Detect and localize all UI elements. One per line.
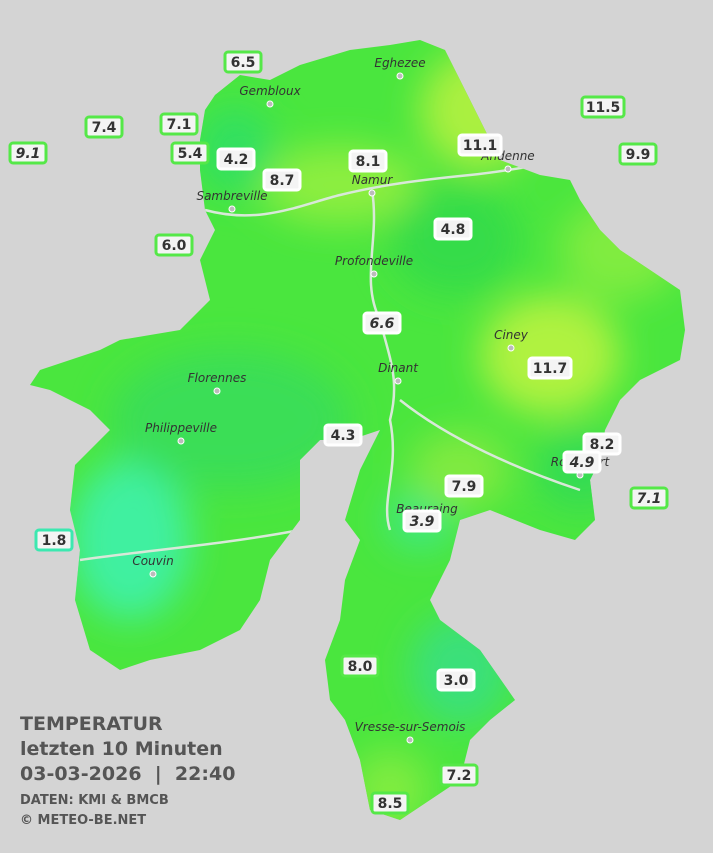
town-dot (406, 736, 414, 744)
station-box (402, 509, 442, 533)
station-box (154, 233, 194, 257)
town-dot (213, 387, 221, 395)
town-dot (370, 270, 378, 278)
datetime: 03-03-2026 | 22:40 (20, 763, 235, 785)
town-label: Vresse-sur-Semois (355, 720, 466, 734)
station-box (439, 763, 479, 787)
subtitle: letzten 10 Minuten (20, 738, 223, 760)
station-value: 11.7 (533, 361, 568, 377)
town-dot (507, 344, 515, 352)
station-value: 7.1 (637, 491, 662, 507)
station-box (340, 654, 380, 678)
station-value: 4.8 (441, 222, 466, 238)
station-value: 4.3 (331, 428, 356, 444)
town-dot (368, 189, 376, 197)
town-dot (266, 100, 274, 108)
station-box (629, 486, 669, 510)
station-value: 6.5 (231, 55, 256, 71)
station-box (362, 311, 402, 335)
station-box (34, 528, 74, 552)
station-value: 7.4 (92, 120, 117, 136)
town-label: Namur (352, 173, 394, 187)
town-label: Couvin (132, 554, 173, 568)
town-label: Eghezee (374, 56, 425, 70)
station-value: 11.1 (463, 138, 498, 154)
town-label: Gembloux (239, 84, 301, 98)
station-value: 6.6 (370, 316, 395, 332)
town-label: Profondeville (335, 254, 413, 268)
town-label: Florennes (188, 371, 247, 385)
town-dot (394, 377, 402, 385)
town-dot (228, 205, 236, 213)
station-box (444, 474, 484, 498)
station-box (84, 115, 124, 139)
station-value: 7.2 (447, 768, 472, 784)
station-value: 9.1 (16, 146, 41, 162)
station-value: 7.9 (452, 479, 477, 495)
station-box (433, 217, 473, 241)
station-box (527, 356, 573, 380)
town-label: Ciney (494, 328, 529, 342)
station-value: 7.1 (167, 117, 192, 133)
station-box (223, 50, 263, 74)
station-value: 1.8 (42, 533, 67, 549)
station-value: 9.9 (626, 147, 651, 163)
town-label: Sambreville (196, 189, 267, 203)
station-value: 3.9 (410, 514, 435, 530)
town-dot (149, 570, 157, 578)
station-value: 8.0 (348, 659, 373, 675)
station-box (562, 450, 602, 474)
station-box (8, 141, 48, 165)
station-box (262, 168, 302, 192)
town-dot (177, 437, 185, 445)
station-box (370, 791, 410, 815)
station-value: 4.9 (569, 455, 595, 471)
station-box (159, 112, 199, 136)
station-box (582, 432, 622, 456)
station-value: 8.2 (590, 437, 615, 453)
source: DATEN: KMI & BMCB (20, 793, 169, 808)
town-dot (504, 165, 512, 173)
station-value: 4.2 (224, 152, 249, 168)
station-value: 8.7 (270, 173, 295, 189)
station-box (436, 668, 476, 692)
station-value: 11.5 (586, 100, 621, 116)
station-value: 3.0 (444, 673, 469, 689)
town-dot (396, 72, 404, 80)
station-box (323, 423, 363, 447)
title: TEMPERATUR (20, 713, 163, 735)
station-box (170, 141, 210, 165)
station-box (348, 149, 388, 173)
river (79, 153, 601, 562)
station-box (457, 133, 503, 157)
station-box (618, 142, 658, 166)
station-value: 8.5 (378, 796, 403, 812)
station-value: 6.0 (162, 238, 187, 254)
station-box (580, 95, 626, 119)
station-box (216, 147, 256, 171)
town-label: Dinant (378, 361, 419, 375)
station-value: 8.1 (356, 154, 381, 170)
town-label: Philippeville (145, 421, 217, 435)
station-value: 5.4 (178, 146, 203, 162)
copyright: © METEO-BE.NET (20, 813, 146, 828)
